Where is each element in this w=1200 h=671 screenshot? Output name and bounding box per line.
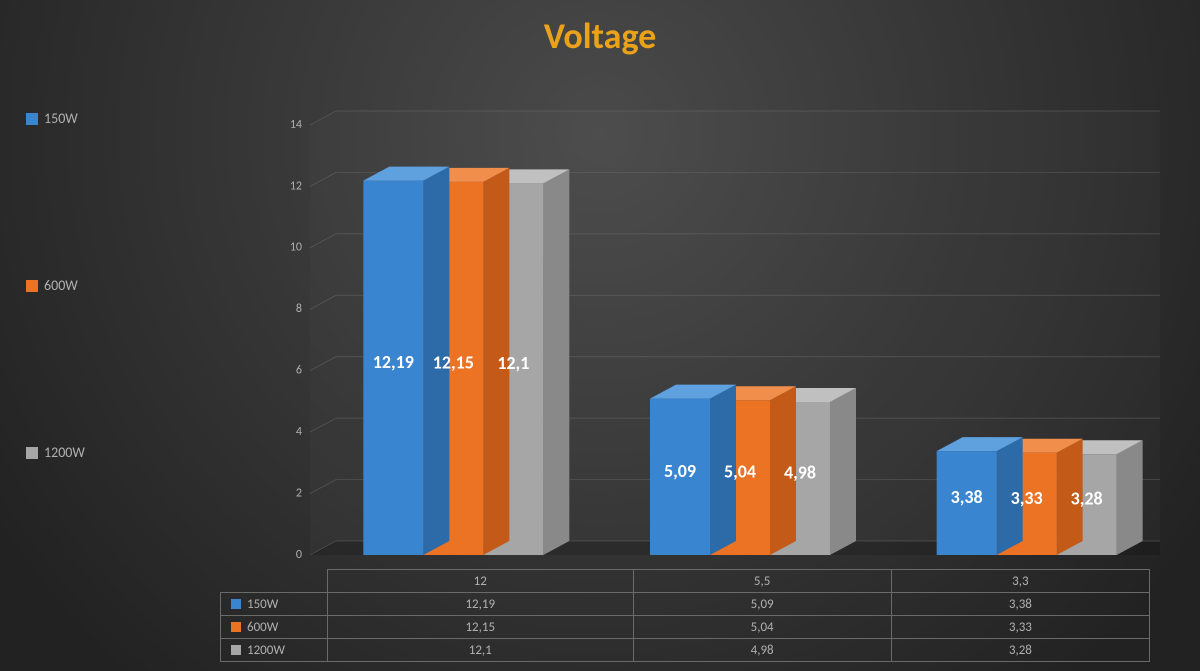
table-row-hdr-1200w: 1200W [221, 639, 328, 662]
table-cell: 5,04 [633, 616, 891, 639]
svg-text:4: 4 [296, 425, 302, 439]
bar-chart: 0 2 4 6 8 10 12 14 12,1 12,15 12,19 4,98 5,04 5,09 3,2… [280, 95, 1160, 565]
table-swatch-1200w [231, 645, 241, 655]
svg-text:8: 8 [296, 302, 302, 316]
table-row: 600W 12,15 5,04 3,33 [221, 616, 1150, 639]
legend: 150W 600W 1200W [26, 110, 136, 461]
legend-item-600w: 600W [26, 277, 136, 294]
table-row-hdr-150w: 150W [221, 593, 328, 616]
table-cell: 3,38 [891, 593, 1149, 616]
legend-item-1200w: 1200W [26, 444, 136, 461]
table-cell: 12,15 [328, 616, 634, 639]
svg-text:12,19: 12,19 [373, 351, 414, 373]
table-cell: 12,19 [328, 593, 634, 616]
table-row-name-1200w: 1200W [247, 643, 285, 658]
table-col-55: 5,5 [633, 570, 891, 593]
data-table: 12 5,5 3,3 150W 12,19 5,09 3,38 600W 12,… [220, 569, 1150, 662]
legend-swatch-1200w [26, 447, 38, 459]
svg-text:5,04: 5,04 [724, 461, 756, 483]
table-cell: 3,33 [891, 616, 1149, 639]
legend-label-1200w: 1200W [44, 444, 85, 461]
legend-item-150w: 150W [26, 110, 136, 127]
table-cell: 12,1 [328, 639, 634, 662]
svg-text:3,33: 3,33 [1011, 487, 1043, 509]
svg-text:14: 14 [290, 118, 302, 132]
table-corner [221, 570, 328, 593]
table-row-name-150w: 150W [247, 597, 278, 612]
table-cell: 4,98 [633, 639, 891, 662]
table-col-33: 3,3 [891, 570, 1149, 593]
chart-title: Voltage [0, 14, 1200, 58]
table-header-row: 12 5,5 3,3 [221, 570, 1150, 593]
legend-label-600w: 600W [44, 277, 78, 294]
svg-text:3,38: 3,38 [951, 486, 983, 508]
svg-text:3,28: 3,28 [1071, 488, 1103, 510]
svg-text:10: 10 [290, 241, 302, 255]
table-row: 150W 12,19 5,09 3,38 [221, 593, 1150, 616]
chart-svg: 0 2 4 6 8 10 12 14 12,1 12,15 12,19 4,98 5,04 5,09 3,2… [280, 95, 1160, 565]
svg-text:0: 0 [296, 548, 302, 562]
svg-text:2: 2 [296, 486, 302, 500]
svg-text:4,98: 4,98 [784, 462, 816, 484]
legend-swatch-600w [26, 280, 38, 292]
table-cell: 5,09 [633, 593, 891, 616]
svg-text:12,1: 12,1 [497, 352, 529, 374]
svg-text:12: 12 [290, 179, 302, 193]
table-row-name-600w: 600W [247, 620, 278, 635]
svg-text:5,09: 5,09 [664, 460, 696, 482]
legend-swatch-150w [26, 113, 38, 125]
table-swatch-600w [231, 622, 241, 632]
table-col-12: 12 [328, 570, 634, 593]
svg-text:12,15: 12,15 [433, 351, 474, 373]
table-cell: 3,28 [891, 639, 1149, 662]
table-row-hdr-600w: 600W [221, 616, 328, 639]
table-row: 1200W 12,1 4,98 3,28 [221, 639, 1150, 662]
svg-text:6: 6 [296, 364, 302, 378]
legend-label-150w: 150W [44, 110, 78, 127]
table-swatch-150w [231, 599, 241, 609]
